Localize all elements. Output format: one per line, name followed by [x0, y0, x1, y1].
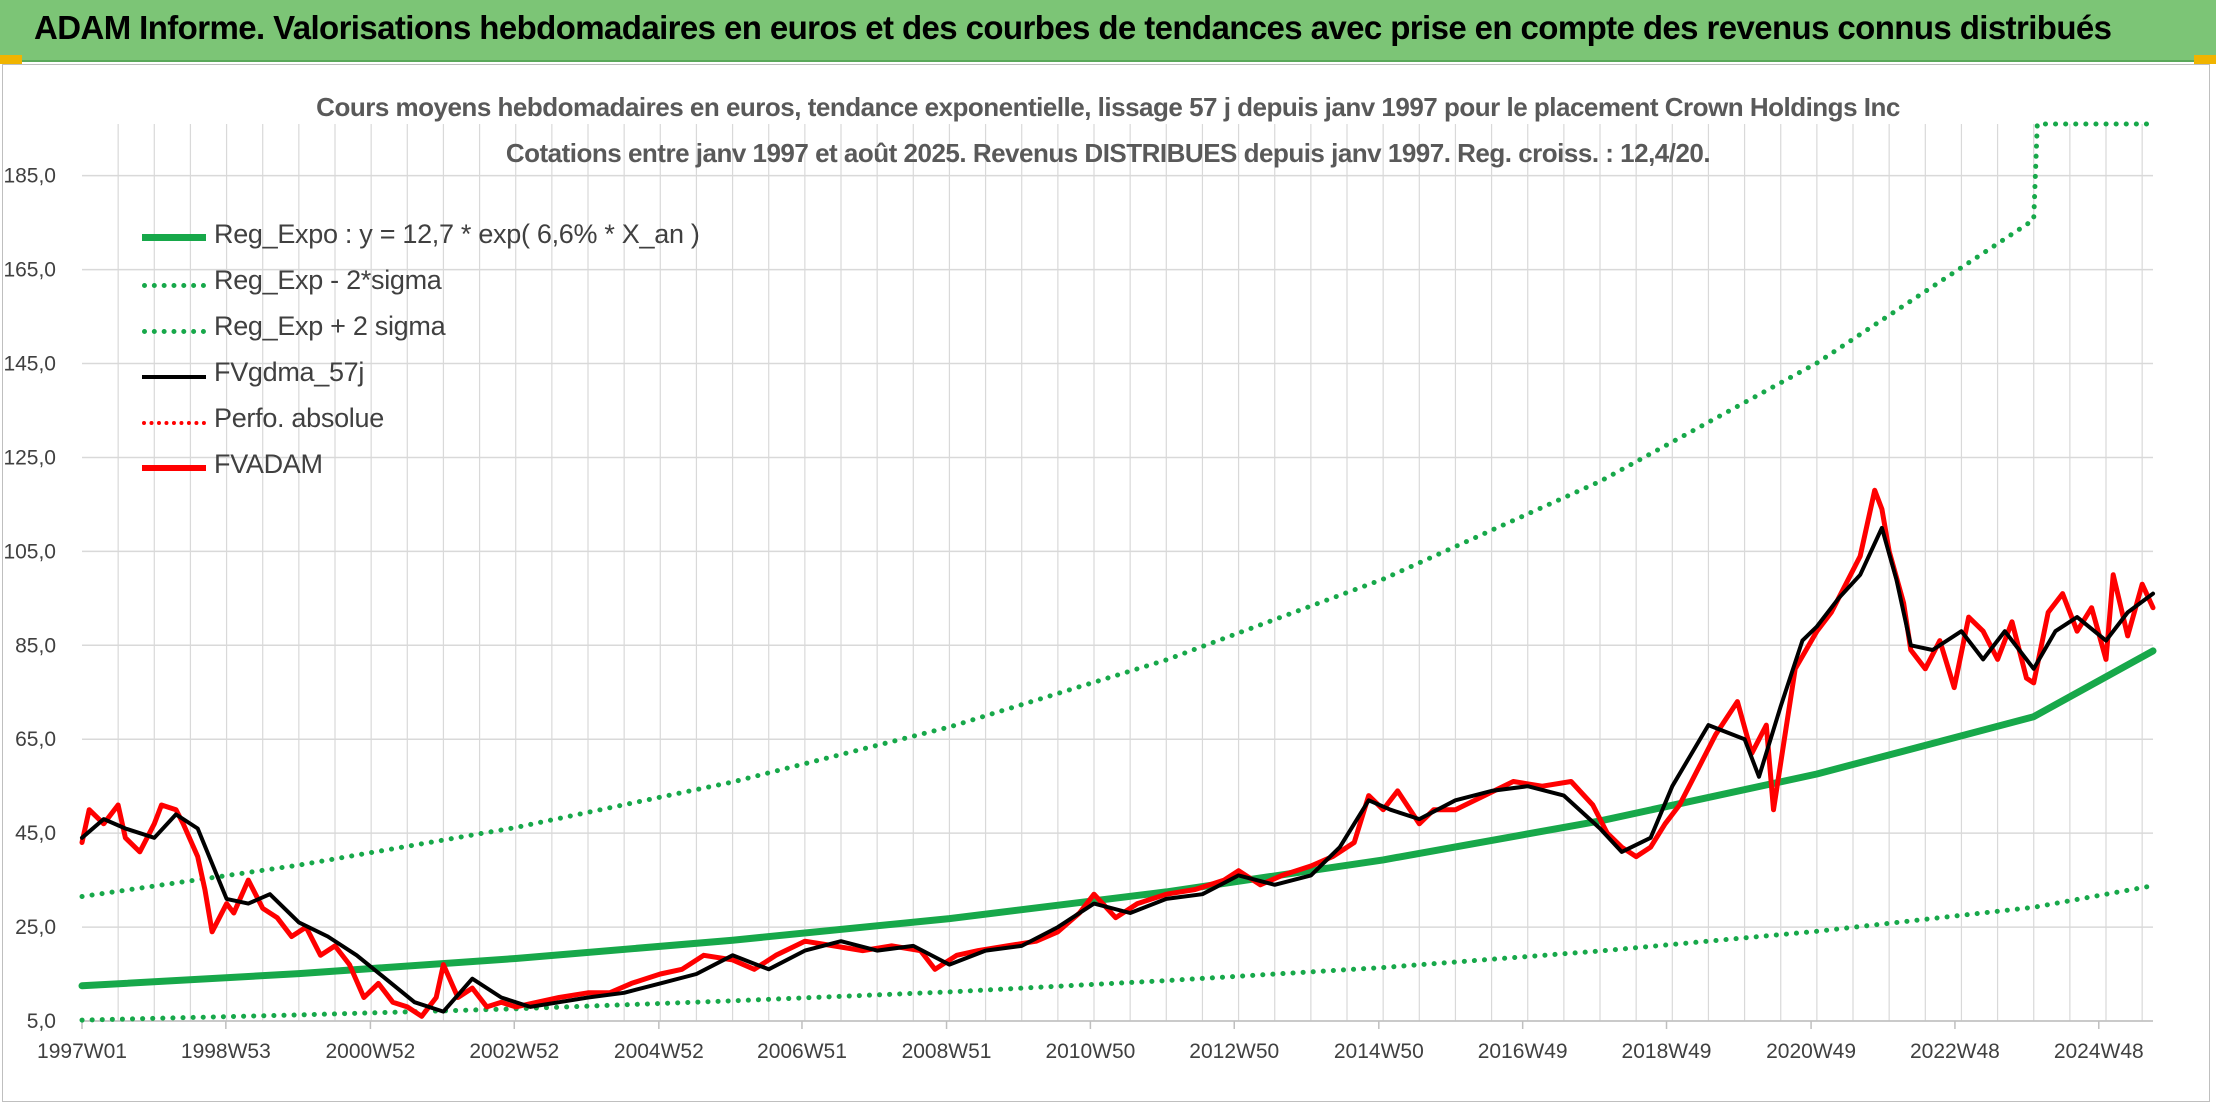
- series-line-fvadam: [79, 487, 2156, 1019]
- y-tick-label-3: 65,0: [15, 728, 56, 751]
- corner-accent-left: [0, 55, 22, 64]
- legend-label-reg-exp-minus: Reg_Exp - 2*sigma: [214, 265, 442, 295]
- corner-accent-right: [2194, 55, 2216, 64]
- y-tick-label-4: 85,0: [15, 634, 56, 657]
- legend-swatch-reg-exp-minus: [142, 283, 206, 288]
- x-tick-label-12: 2020W49: [1766, 1040, 1856, 1063]
- legend-swatch-fvadam: [142, 465, 206, 471]
- legend-swatch-reg-expo: [142, 234, 206, 241]
- banner: ADAM Informe. Valorisations hebdomadaire…: [0, 0, 2216, 62]
- legend-swatch-reg-exp-plus: [142, 329, 206, 334]
- x-tick-label-14: 2024W48: [2054, 1040, 2144, 1063]
- x-tick-label-8: 2012W50: [1189, 1040, 1279, 1063]
- legend-label-fvadam: FVADAM: [214, 449, 323, 479]
- x-tick-label-2: 2000W52: [325, 1040, 415, 1063]
- y-tick-label-6: 125,0: [3, 446, 56, 469]
- legend-swatch-fvgdma: [142, 375, 206, 379]
- chart-title: Cours moyens hebdomadaires en euros, ten…: [316, 92, 1900, 122]
- x-tick-label-10: 2016W49: [1478, 1040, 1568, 1063]
- banner-title: ADAM Informe. Valorisations hebdomadaire…: [34, 9, 2112, 46]
- x-tick-label-3: 2002W52: [469, 1040, 559, 1063]
- chart-frame: [2, 64, 2210, 1102]
- series-line-reg-exp-plus: [79, 121, 2156, 899]
- legend-label-fvgdma: FVgdma_57j: [214, 357, 365, 387]
- x-tick-label-11: 2018W49: [1622, 1040, 1712, 1063]
- y-tick-label-5: 105,0: [3, 540, 56, 563]
- series-line-fvgdma: [80, 525, 2155, 1014]
- x-tick-label-13: 2022W48: [1910, 1040, 2000, 1063]
- x-tick-label-5: 2006W51: [757, 1040, 847, 1063]
- x-tick-label-4: 2004W52: [614, 1040, 704, 1063]
- chart-subtitle: Cotations entre janv 1997 et août 2025. …: [505, 138, 1711, 168]
- legend-label-reg-exp-plus: Reg_Exp + 2 sigma: [214, 311, 446, 341]
- x-tick-label-7: 2010W50: [1045, 1040, 1135, 1063]
- legend-swatch-perfo: [142, 421, 206, 425]
- series-line-reg-expo: [78, 647, 2157, 990]
- x-tick-label-0: 1997W01: [37, 1040, 127, 1063]
- y-tick-label-9: 185,0: [3, 165, 56, 188]
- y-tick-label-1: 25,0: [15, 916, 56, 939]
- legend-label-reg-expo: Reg_Expo : y = 12,7 * exp( 6,6% * X_an ): [214, 219, 700, 249]
- x-tick-label-6: 2008W51: [902, 1040, 992, 1063]
- x-tick-label-1: 1998W53: [181, 1040, 271, 1063]
- y-tick-label-0: 5,0: [27, 1010, 56, 1033]
- x-tick-label-9: 2014W50: [1334, 1040, 1424, 1063]
- y-tick-label-8: 165,0: [3, 259, 56, 282]
- legend-label-perfo: Perfo. absolue: [214, 403, 384, 433]
- y-tick-label-2: 45,0: [15, 822, 56, 845]
- y-tick-label-7: 145,0: [3, 353, 56, 376]
